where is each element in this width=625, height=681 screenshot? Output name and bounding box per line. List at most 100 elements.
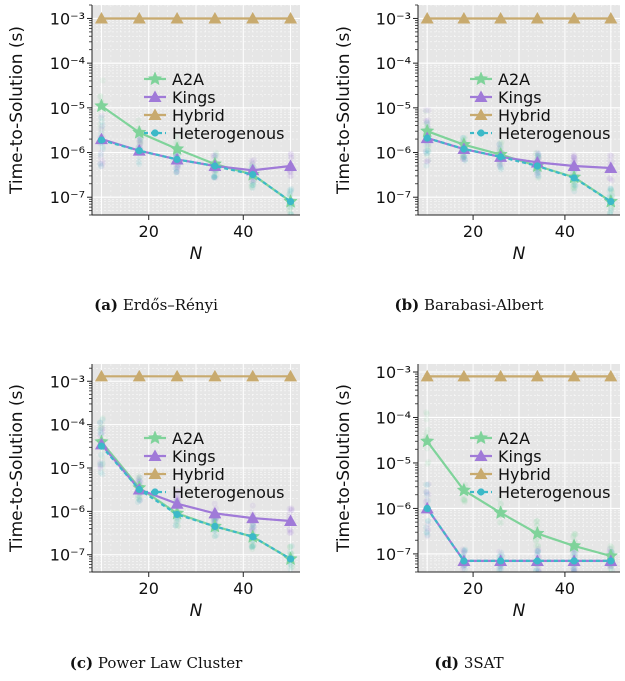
sample-point (498, 519, 505, 526)
sample-point (136, 493, 143, 500)
sample-point (533, 568, 540, 572)
sample-point (498, 161, 505, 168)
sample-point (461, 154, 468, 161)
sample-point (609, 189, 616, 196)
sample-point (461, 153, 468, 160)
sample-point (97, 425, 104, 432)
data-point-kings (604, 161, 618, 174)
sample-point (533, 522, 540, 529)
sample-point (533, 149, 540, 156)
sample-point (535, 568, 542, 572)
sample-point (460, 154, 467, 161)
legend-marker (477, 129, 485, 137)
sample-point (248, 182, 255, 189)
data-point-heterogenous (286, 197, 295, 206)
sample-point (535, 547, 542, 554)
sample-point (210, 152, 217, 159)
sample-point (607, 175, 614, 182)
sample-point (97, 463, 104, 470)
sample-point (570, 154, 577, 161)
sample-point (533, 548, 540, 555)
data-point-hybrid (494, 11, 508, 24)
legend-marker (474, 90, 488, 102)
sample-point (571, 188, 578, 195)
sample-point (97, 121, 104, 128)
sample-point (608, 206, 615, 213)
sample-point (248, 184, 255, 191)
sample-point (570, 151, 577, 158)
sample-point (99, 453, 106, 460)
sample-point (424, 532, 431, 539)
sample-point (137, 138, 144, 145)
sample-point (213, 151, 220, 158)
caption-d-text: 3SAT (463, 654, 504, 672)
legend-label: A2A (172, 70, 204, 89)
sample-point (288, 563, 295, 570)
sample-point (174, 489, 181, 496)
data-point-hybrid (420, 369, 434, 382)
sample-point (172, 522, 179, 529)
sample-point (212, 152, 219, 159)
sample-point (607, 207, 614, 214)
sample-point (425, 497, 432, 504)
sample-point (286, 543, 293, 550)
sample-point (535, 542, 542, 549)
y-tick-label: 10⁻⁶ (50, 144, 85, 163)
sample-point (424, 119, 431, 126)
sample-point (249, 544, 256, 551)
sample-point (97, 430, 104, 437)
sample-point (423, 120, 430, 127)
sample-point (460, 564, 467, 571)
sample-point (425, 117, 432, 124)
sample-point (535, 543, 542, 550)
sample-point (211, 173, 218, 180)
sample-point (572, 183, 579, 190)
sample-point (286, 526, 293, 533)
sample-point (422, 148, 429, 155)
sample-point (461, 566, 468, 572)
sample-point (99, 465, 106, 472)
sample-point (288, 172, 295, 179)
legend-label: Kings (498, 88, 542, 107)
sample-point (249, 185, 256, 192)
sample-point (607, 185, 614, 192)
data-point-heterogenous (286, 555, 295, 563)
sample-point (423, 118, 430, 125)
sample-point (286, 527, 293, 534)
sample-point (174, 523, 181, 530)
sample-point (134, 499, 141, 506)
data-point-kings (284, 514, 298, 526)
sample-point (99, 425, 106, 432)
sample-point (534, 170, 541, 177)
data-point-hybrid (284, 11, 298, 24)
sample-point (424, 532, 431, 539)
data-point-hybrid (132, 369, 146, 382)
data-point-hybrid (604, 369, 618, 382)
sample-point (136, 139, 143, 146)
sample-point (460, 156, 467, 163)
y-tick-label: 10⁻⁶ (50, 502, 85, 521)
sample-point (498, 549, 505, 556)
sample-point (423, 490, 430, 497)
sample-point (422, 107, 429, 114)
data-point-hybrid (567, 11, 581, 24)
sample-point (459, 154, 466, 161)
sample-point (249, 525, 256, 532)
sample-point (461, 548, 468, 555)
data-point-heterogenous (211, 522, 219, 531)
legend-label: Kings (498, 447, 542, 466)
data-point-hybrid (284, 369, 298, 382)
legend-marker (473, 430, 489, 445)
sample-point (211, 174, 218, 181)
legend-marker (474, 449, 488, 461)
chart-panel-0: 10⁻⁷ 10⁻⁶ 10⁻⁵ 10⁻⁴ 10⁻³ 20 40 N Time-to-Solutio… (7, 4, 300, 264)
sample-point (249, 182, 256, 189)
sample-point (287, 211, 294, 215)
data-point-heterogenous (607, 557, 615, 565)
sample-point (423, 416, 430, 423)
data-point-heterogenous (533, 557, 541, 565)
data-point-hybrid (567, 369, 581, 382)
sample-point (212, 152, 219, 159)
sample-point (136, 496, 143, 503)
sample-point (211, 533, 218, 540)
